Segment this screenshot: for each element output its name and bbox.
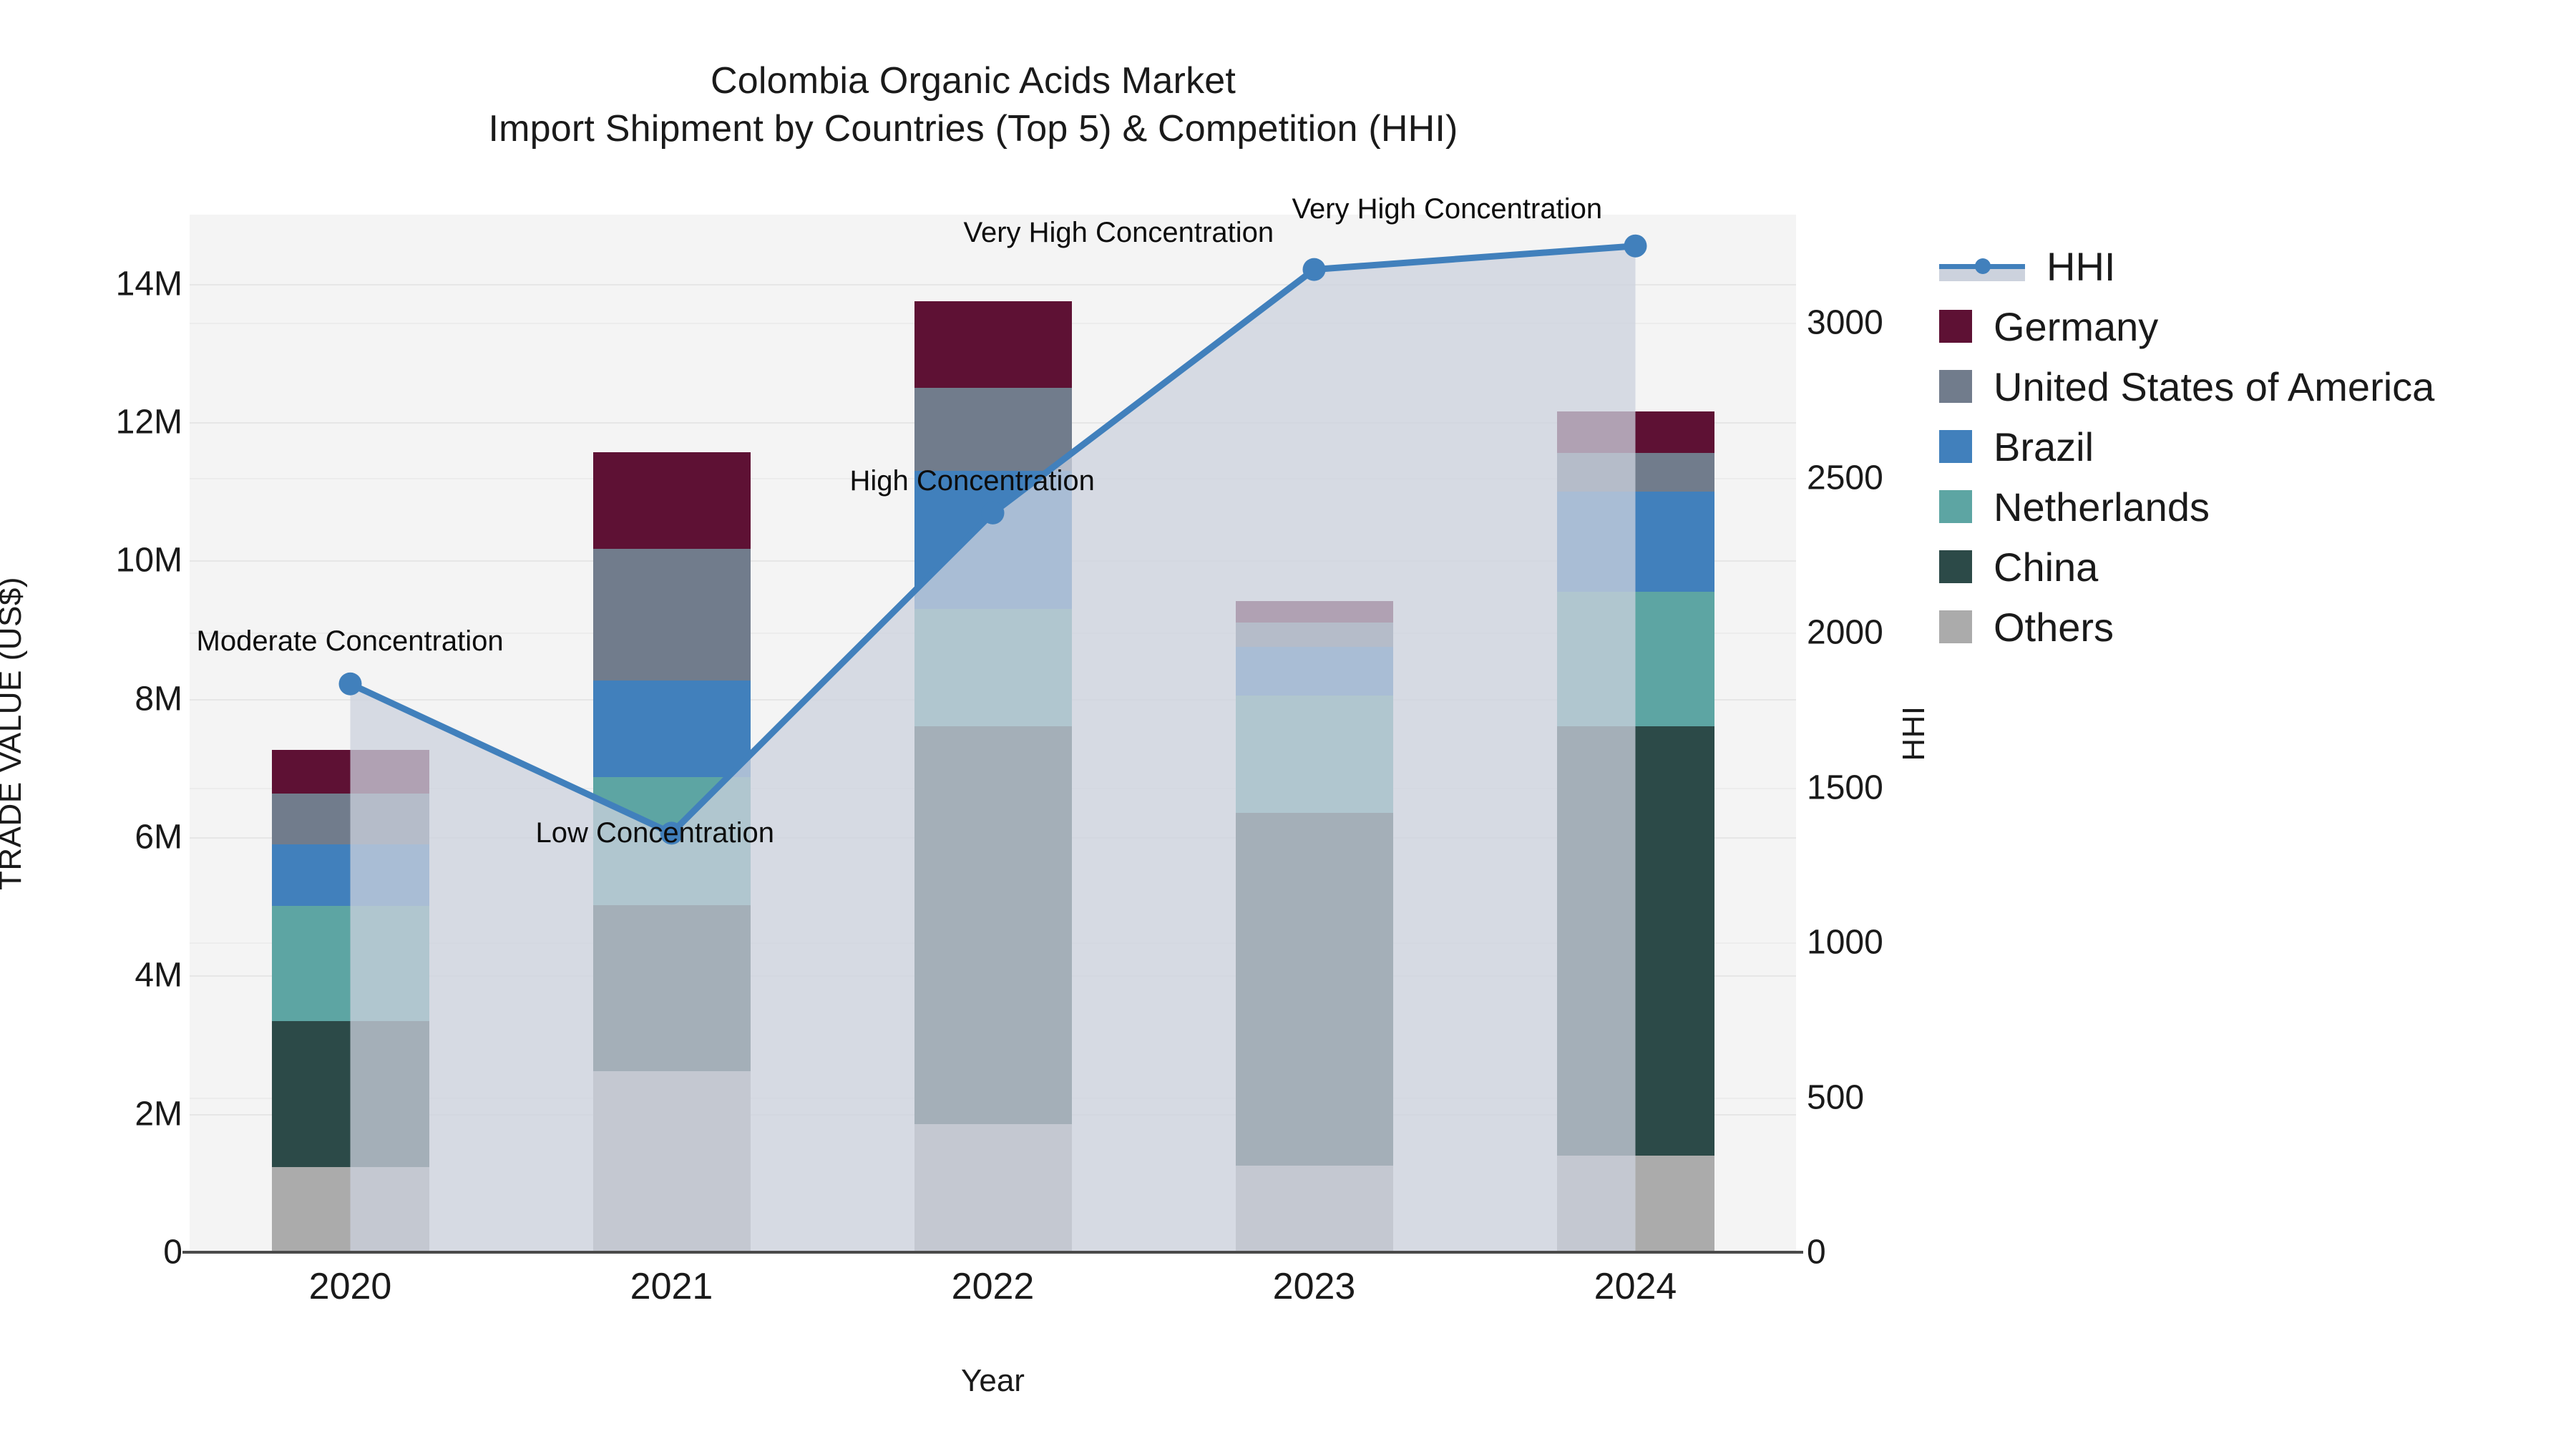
hhi-marker-2020[interactable] [338, 672, 362, 696]
legend-label: Germany [1994, 303, 2159, 349]
legend-line-icon [1939, 250, 2025, 283]
legend-label: HHI [2046, 243, 2116, 289]
y-axis-left: 0 2M 4M 6M 8M 10M 12M 14M [0, 215, 182, 1271]
gridline [190, 283, 1796, 286]
legend-swatch [1939, 490, 1972, 523]
legend-item-germany[interactable]: Germany [1939, 296, 2569, 356]
y-tick-left: 14M [115, 265, 182, 303]
x-tick-2021: 2021 [630, 1266, 713, 1307]
legend-swatch [1939, 550, 1972, 583]
y-axis-left-title: TRADE VALUE (US$) [0, 577, 28, 890]
hhi-marker-2024[interactable] [1624, 234, 1647, 258]
legend-item-others[interactable]: Others [1939, 597, 2569, 657]
hhi-marker-2021[interactable] [660, 821, 683, 845]
x-tick-2023: 2023 [1272, 1266, 1356, 1307]
chart-title-block: Colombia Organic Acids Market Import Shi… [0, 57, 1946, 152]
legend-swatch [1939, 370, 1972, 403]
annotation-2020: Moderate Concentration [196, 625, 504, 657]
bar-segment[interactable] [914, 387, 1072, 471]
bar-segment[interactable] [592, 548, 751, 680]
x-axis-title: Year [961, 1363, 1025, 1398]
x-axis-line [182, 1251, 1803, 1254]
y-tick-left: 4M [135, 956, 182, 995]
y-tick-left: 6M [135, 818, 182, 857]
chart-subtitle: Import Shipment by Countries (Top 5) & C… [488, 107, 1458, 150]
annotation-2024: Very High Concentration [1292, 192, 1603, 225]
legend-swatch [1939, 310, 1972, 343]
legend-label: Brazil [1994, 424, 2094, 469]
y-tick-left: 2M [135, 1095, 182, 1133]
x-tick-2022: 2022 [951, 1266, 1035, 1307]
legend-item-united-states-of-america[interactable]: United States of America [1939, 356, 2569, 416]
bar-segment[interactable] [592, 452, 751, 549]
x-tick-2020: 2020 [308, 1266, 392, 1307]
annotation-2021: Low Concentration [535, 817, 775, 849]
y-tick-right: 1000 [1807, 923, 1883, 962]
y-tick-left: 0 [163, 1233, 182, 1272]
y-tick-right: 2500 [1807, 459, 1883, 497]
legend-item-brazil[interactable]: Brazil [1939, 416, 2569, 477]
chart-title: Colombia Organic Acids Market [710, 60, 1236, 102]
bar-segment[interactable] [592, 680, 751, 777]
legend-label: Netherlands [1994, 484, 2210, 530]
hhi-area-fill [350, 245, 1636, 1252]
legend-swatch [1939, 610, 1972, 643]
y-tick-left: 12M [115, 403, 182, 441]
y-tick-right: 1500 [1807, 769, 1883, 807]
hhi-marker-2022[interactable] [981, 501, 1005, 525]
y-axis-right: 0 500 1000 1500 2000 2500 3000 [1807, 215, 1989, 1272]
hhi-marker-2023[interactable] [1302, 258, 1326, 281]
y-tick-left: 8M [135, 680, 182, 718]
chart-legend: HHI Germany United States of America Brazil… [1939, 236, 2569, 657]
legend-item-hhi[interactable]: HHI [1939, 236, 2569, 296]
legend-item-netherlands[interactable]: Netherlands [1939, 477, 2569, 537]
legend-item-china[interactable]: China [1939, 537, 2569, 597]
x-tick-2024: 2024 [1594, 1266, 1677, 1307]
legend-label: China [1994, 544, 2099, 590]
legend-label: Others [1994, 604, 2114, 650]
y-axis-right-title: HHI [1896, 706, 1931, 761]
y-tick-right: 500 [1807, 1078, 1865, 1117]
y-tick-left: 10M [115, 541, 182, 580]
bar-segment[interactable] [914, 301, 1072, 388]
legend-label: United States of America [1994, 364, 2435, 409]
annotation-2023: Very High Concentration [963, 216, 1274, 248]
annotation-2022: High Concentration [849, 464, 1095, 497]
hhi-line-chart [338, 234, 1647, 1252]
y-tick-right: 0 [1807, 1233, 1826, 1272]
y-tick-right: 2000 [1807, 613, 1883, 652]
y-tick-right: 3000 [1807, 303, 1883, 342]
legend-swatch [1939, 430, 1972, 463]
